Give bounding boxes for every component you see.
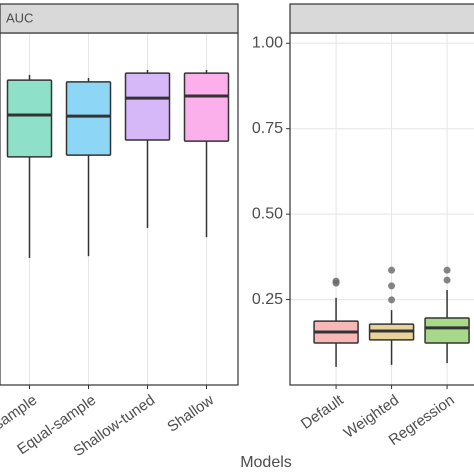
y-tick-label: 0.25 — [252, 291, 283, 308]
panel — [0, 33, 238, 385]
box — [183, 72, 230, 142]
x-tick-label: sample — [0, 392, 40, 434]
box — [6, 79, 53, 158]
box — [65, 81, 112, 156]
x-tick-label: Shallow — [164, 392, 217, 436]
outlier — [443, 266, 451, 274]
strip-title: AUC — [6, 10, 33, 25]
outlier — [332, 279, 340, 287]
y-tick-label: 0.75 — [252, 120, 283, 137]
y-tick-label: 1.00 — [252, 34, 283, 51]
strip — [289, 3, 474, 34]
outlier — [443, 276, 451, 284]
strip — [0, 3, 239, 34]
box — [124, 72, 171, 141]
y-tick-label: 0.50 — [252, 205, 283, 222]
x-tick-label: Default — [298, 391, 347, 433]
box — [424, 317, 470, 344]
panel — [290, 33, 474, 385]
outlier — [388, 296, 396, 304]
outlier — [388, 282, 396, 290]
x-axis-title: Models — [240, 454, 292, 471]
outlier — [388, 266, 396, 274]
